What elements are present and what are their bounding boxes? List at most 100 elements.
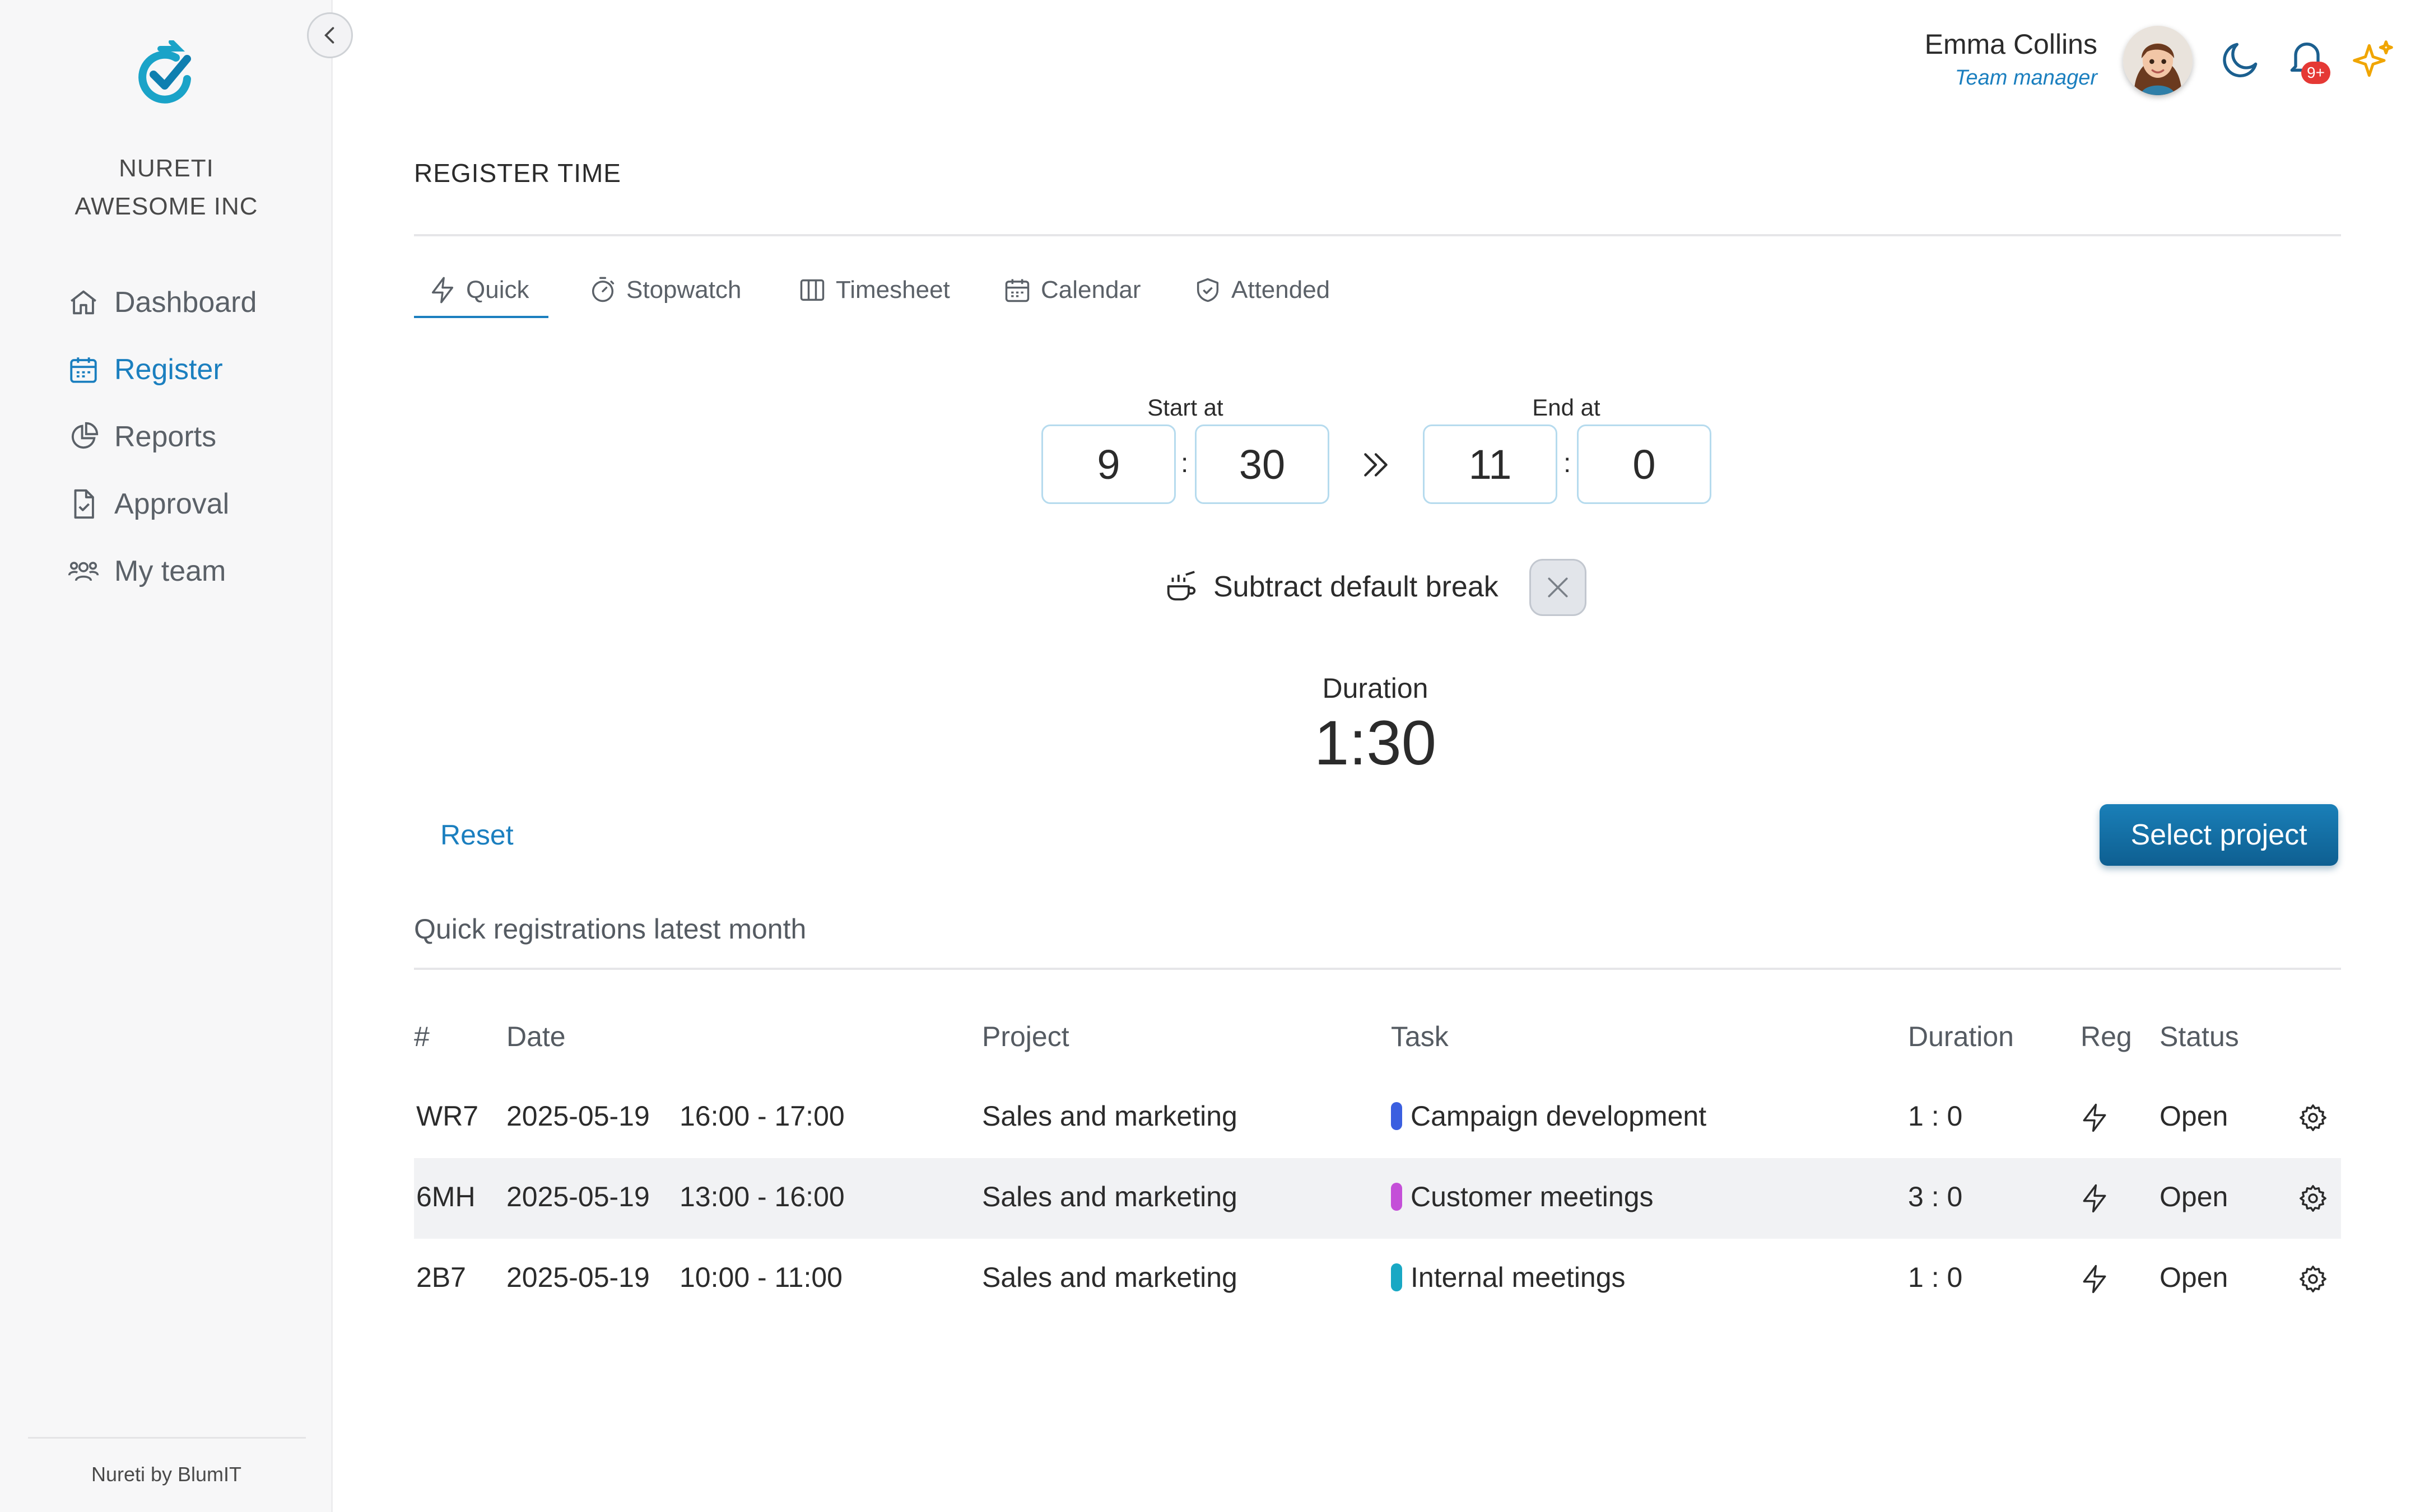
home-icon	[71, 290, 96, 315]
shield-check-icon	[1197, 278, 1219, 302]
sidebar-item-my-team[interactable]: My team	[67, 549, 226, 594]
gear-icon[interactable]	[2297, 1263, 2329, 1295]
columns-icon	[800, 279, 825, 301]
calendar-icon	[70, 357, 97, 383]
end-hour-input[interactable]: 11	[1423, 424, 1557, 504]
row-task: Campaign development	[1411, 1100, 1707, 1132]
select-project-button[interactable]: Select project	[2100, 804, 2338, 866]
end-label: End at	[1532, 394, 1600, 421]
title-divider	[414, 234, 2341, 236]
sidebar-item-label: Reports	[114, 421, 217, 453]
registrations-divider	[414, 968, 2341, 970]
sidebar: NURETI AWESOME INC Dashboard Register Re…	[0, 0, 333, 1512]
bolt-icon	[2083, 1184, 2106, 1213]
sidebar-item-register[interactable]: Register	[67, 347, 223, 392]
team-icon	[68, 562, 99, 581]
active-tab-indicator	[414, 316, 548, 318]
row-task: Customer meetings	[1411, 1181, 1654, 1212]
sidebar-footer: Nureti by BlumIT	[91, 1463, 242, 1486]
sidebar-item-label: Approval	[114, 488, 230, 520]
task-color-tag	[1391, 1263, 1402, 1291]
chevrons-right-icon	[1358, 447, 1394, 483]
subtract-break-label: Subtract default break	[1213, 571, 1498, 603]
sidebar-item-dashboard[interactable]: Dashboard	[67, 280, 257, 325]
row-id: 6MH	[416, 1181, 476, 1212]
sidebar-item-approval[interactable]: Approval	[67, 482, 229, 526]
table-row[interactable]: 2B7 2025-05-19 10:00 - 11:00 Sales and m…	[414, 1239, 2341, 1319]
row-time: 10:00 - 11:00	[680, 1262, 843, 1293]
row-duration: 1 : 0	[1908, 1262, 1963, 1293]
tab-attended[interactable]: Attended	[1193, 268, 1330, 312]
tab-label: Attended	[1231, 276, 1330, 304]
row-project: Sales and marketing	[982, 1100, 1237, 1132]
tab-timesheet[interactable]: Timesheet	[798, 268, 950, 312]
sidebar-item-label: Register	[114, 353, 223, 386]
tab-calendar[interactable]: Calendar	[1003, 268, 1141, 312]
close-icon	[1548, 577, 1568, 598]
row-date: 2025-05-19	[506, 1100, 650, 1132]
registrations-title: Quick registrations latest month	[414, 913, 807, 945]
tab-label: Timesheet	[836, 276, 950, 304]
sparkles-icon[interactable]	[2351, 38, 2395, 83]
row-date: 2025-05-19	[506, 1181, 650, 1212]
pie-chart-icon	[71, 422, 99, 449]
calendar-icon	[1005, 279, 1030, 302]
subtract-break-toggle[interactable]	[1529, 559, 1586, 616]
row-time: 13:00 - 16:00	[680, 1181, 845, 1212]
start-minute-input[interactable]: 30	[1195, 424, 1329, 504]
tab-stopwatch[interactable]: Stopwatch	[588, 268, 741, 312]
column-header-reg: Reg	[2081, 1021, 2132, 1052]
start-hour-input[interactable]: 9	[1041, 424, 1176, 504]
food-icon	[1164, 569, 1199, 604]
gear-icon[interactable]	[2297, 1183, 2329, 1214]
tab-quick[interactable]: Quick	[428, 268, 529, 312]
org-name: NURETI	[119, 155, 214, 182]
column-header-status: Status	[2160, 1021, 2239, 1052]
task-color-tag	[1391, 1102, 1402, 1130]
nureti-logo-icon	[131, 40, 203, 113]
gear-icon[interactable]	[2297, 1102, 2329, 1133]
user-name: Emma Collins	[1924, 29, 2097, 60]
sidebar-item-label: Dashboard	[114, 286, 257, 319]
table-row[interactable]: WR7 2025-05-19 16:00 - 17:00 Sales and m…	[414, 1077, 2341, 1158]
user-role: Team manager	[1954, 66, 2097, 90]
duration-value: 1:30	[1314, 708, 1436, 778]
bolt-icon	[2083, 1264, 2106, 1294]
column-header-project: Project	[982, 1021, 1069, 1052]
org-company: AWESOME INC	[75, 193, 258, 220]
start-separator: :	[1181, 449, 1189, 478]
start-label: Start at	[1147, 394, 1223, 421]
tab-label: Quick	[466, 276, 529, 304]
moon-icon[interactable]	[2218, 37, 2263, 82]
chevron-left-icon	[324, 27, 334, 44]
row-id: 2B7	[416, 1262, 466, 1293]
tab-label: Calendar	[1041, 276, 1141, 304]
notification-badge: 9+	[2301, 62, 2330, 84]
tab-label: Stopwatch	[626, 276, 742, 304]
column-header-date: Date	[506, 1021, 566, 1052]
sidebar-item-label: My team	[114, 555, 226, 587]
column-header-duration: Duration	[1908, 1021, 2014, 1052]
table-row[interactable]: 6MH 2025-05-19 13:00 - 16:00 Sales and m…	[414, 1158, 2341, 1239]
sidebar-item-reports[interactable]: Reports	[67, 414, 216, 459]
task-color-tag	[1391, 1183, 1402, 1211]
row-task: Internal meetings	[1411, 1262, 1626, 1293]
end-minute-input[interactable]: 0	[1577, 424, 1711, 504]
reset-button[interactable]: Reset	[440, 819, 514, 851]
row-duration: 1 : 0	[1908, 1100, 1963, 1132]
end-separator: :	[1563, 449, 1571, 478]
row-status: Open	[2160, 1181, 2228, 1212]
duration-label: Duration	[1322, 673, 1428, 704]
avatar[interactable]	[2123, 26, 2193, 95]
row-status: Open	[2160, 1100, 2228, 1132]
page-title: REGISTER TIME	[414, 158, 621, 188]
sidebar-divider	[28, 1437, 306, 1439]
row-time: 16:00 - 17:00	[680, 1100, 845, 1132]
row-id: WR7	[416, 1100, 479, 1132]
bolt-icon	[2083, 1103, 2106, 1132]
column-header-id: #	[414, 1021, 430, 1052]
row-status: Open	[2160, 1262, 2228, 1293]
column-header-task: Task	[1391, 1021, 1449, 1052]
document-check-icon	[74, 489, 94, 519]
collapse-sidebar-button[interactable]	[307, 12, 353, 58]
